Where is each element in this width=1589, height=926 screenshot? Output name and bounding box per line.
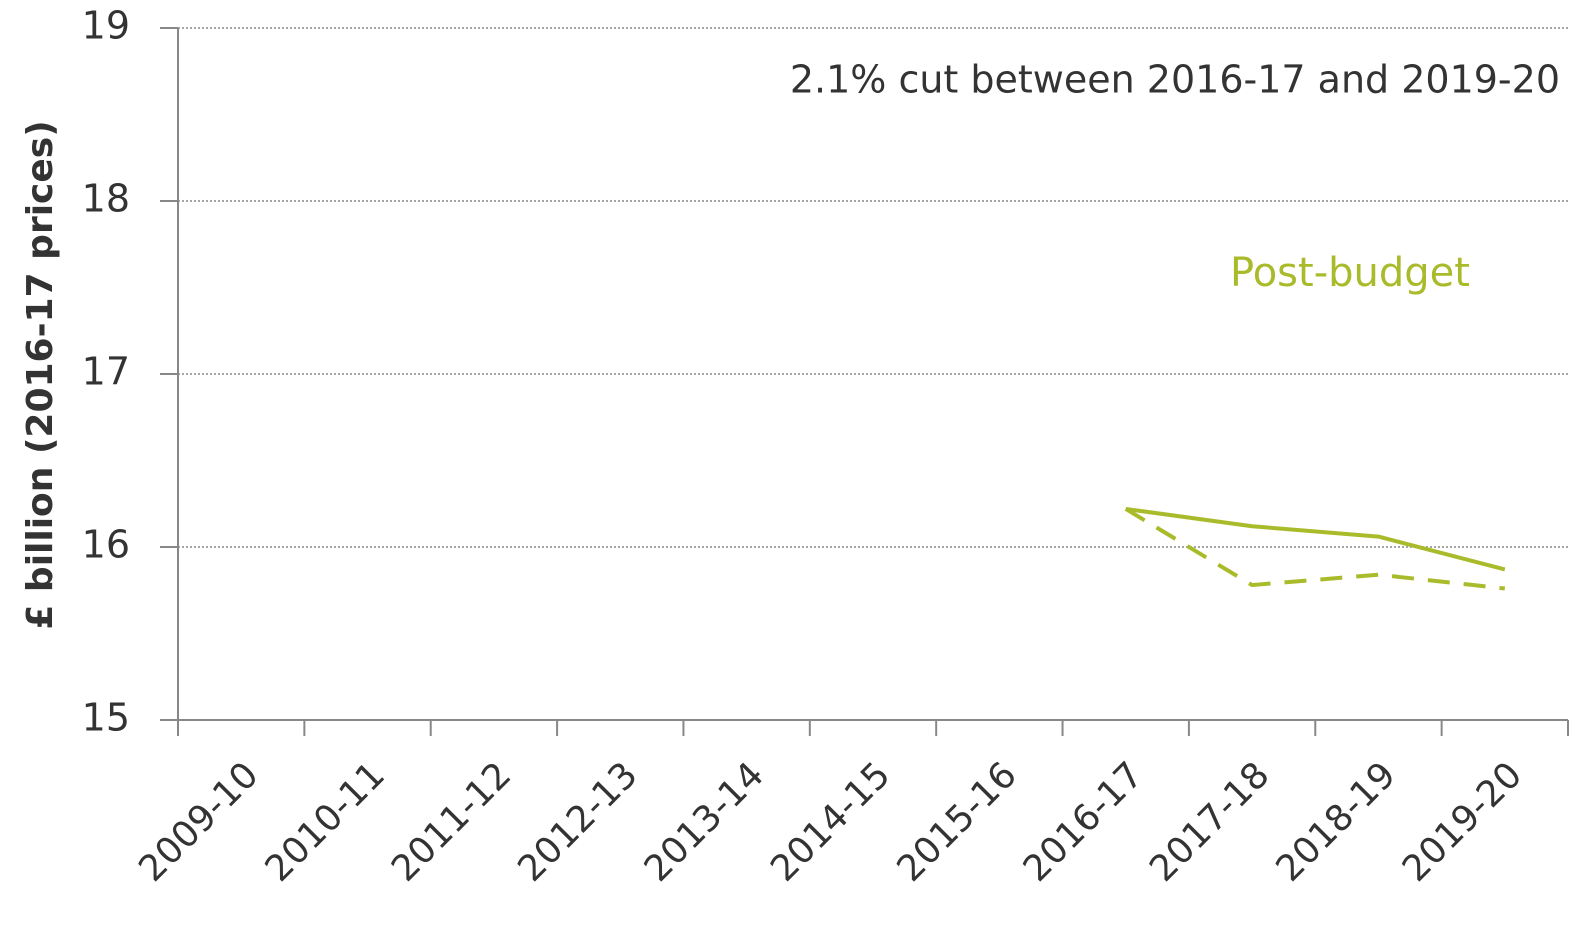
x-tick-label: 2018-19 [1269,754,1404,889]
x-tick-label: 2019-20 [1395,754,1530,889]
y-tick-label: 15 [82,696,130,740]
x-tick-label: 2016-17 [1016,754,1151,889]
x-tick-label: 2009-10 [131,754,266,889]
x-tick-label: 2011-12 [384,754,519,889]
x-tick-label: 2013-14 [637,754,772,889]
y-tick-label: 16 [82,523,130,567]
y-tick-label: 19 [82,4,130,48]
y-axis-label: £ billion (2016-17 prices) [20,120,61,629]
series-line [1125,506,1506,572]
annotation: 2.1% cut between 2016-17 and 2019-20 [790,58,1560,102]
x-tick-label: 2015-16 [889,754,1024,889]
y-tick-label: 17 [82,350,130,394]
x-tick-label: 2012-13 [510,754,645,889]
x-tick-label: 2014-15 [763,754,898,889]
y-tick-label: 18 [82,177,130,221]
x-tick-label: 2010-11 [258,754,393,889]
series-line [1124,507,1506,591]
series-label: Post-budget [1230,250,1470,296]
x-tick-label: 2017-18 [1142,754,1277,889]
